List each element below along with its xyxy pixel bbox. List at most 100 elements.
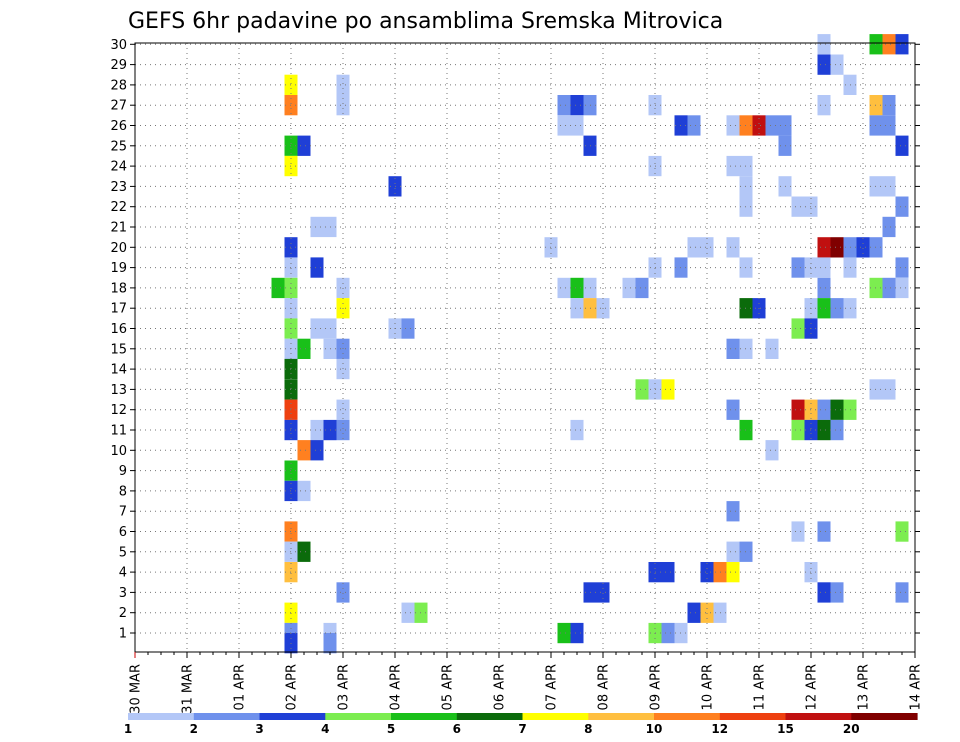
heatmap-cell (297, 135, 311, 156)
heatmap-cell (297, 338, 311, 359)
heatmap-cell (700, 562, 714, 583)
heatmap-cell (635, 277, 649, 299)
y-tick-label: 21 (110, 221, 127, 236)
heatmap-cell (336, 399, 350, 420)
y-tick-label: 8 (119, 484, 127, 499)
x-tick-label: 30 MAR (129, 664, 144, 714)
heatmap-cell (882, 115, 896, 136)
y-tick-label: 24 (110, 160, 127, 175)
heatmap-cell (817, 298, 831, 319)
heatmap-cell (622, 277, 636, 299)
heatmap-cell (336, 95, 350, 116)
heatmap-cell (817, 34, 831, 55)
heatmap-cell (817, 277, 831, 299)
heatmap-cell (817, 582, 831, 603)
heatmap-cell (895, 196, 909, 217)
y-tick-label: 9 (119, 464, 127, 479)
y-tick-label: 17 (110, 302, 127, 317)
heatmap-cell (336, 419, 350, 441)
heatmap-cell (895, 257, 909, 278)
heatmap-cell (661, 562, 675, 583)
y-tick-label: 30 (110, 38, 127, 53)
heatmap-cell (791, 419, 805, 441)
heatmap-cell (895, 34, 909, 55)
legend-label: 4 (321, 722, 329, 736)
y-tick-label: 2 (119, 606, 127, 621)
heatmap-cell (791, 521, 805, 542)
heatmap-cell (765, 440, 779, 461)
legend-color-swatch (719, 713, 787, 720)
heatmap-cell (726, 541, 740, 562)
heatmap-cell (687, 115, 701, 136)
heatmap-cell (726, 115, 740, 136)
heatmap-cell (726, 562, 740, 583)
heatmap-cell (895, 135, 909, 156)
heatmap-cell (726, 338, 740, 359)
heatmap-cell (817, 257, 831, 278)
heatmap-cell (297, 480, 311, 502)
heatmap-cell (895, 582, 909, 603)
grid-lines (135, 43, 915, 652)
heatmap-cell (570, 419, 584, 441)
legend-color-swatch (785, 713, 852, 720)
heatmap-cell (570, 115, 584, 136)
heatmap-cell (791, 399, 805, 420)
x-tick-label: 08 APR (597, 664, 612, 710)
heatmap-cell (310, 419, 324, 441)
legend-label: 3 (255, 722, 263, 736)
heatmap-cell (830, 54, 844, 75)
y-tick-label: 20 (110, 241, 127, 256)
y-tick-label: 1 (119, 627, 127, 642)
legend-label: 5 (387, 722, 395, 736)
legend-label: 8 (584, 722, 592, 736)
x-tick-label: 07 APR (545, 664, 560, 710)
heatmap-cell (570, 95, 584, 116)
legend-label: 2 (190, 722, 198, 736)
heatmap-cell (310, 216, 324, 238)
heatmap-cell (765, 338, 779, 359)
chart-title: GEFS 6hr padavine po ansamblima Sremska … (128, 9, 723, 34)
x-tick-label: 06 APR (493, 664, 508, 710)
heatmap-cell (635, 379, 649, 400)
heatmap-cell (687, 237, 701, 258)
heatmap-cell (830, 237, 844, 258)
color-legend: 1 2 3 4 5 6 7 8 10 12 15 20 (124, 713, 918, 736)
x-tick-label: 02 APR (285, 664, 300, 710)
heatmap-cell (297, 440, 311, 461)
y-tick-label: 18 (110, 281, 127, 296)
x-tick-label: 11 APR (753, 664, 768, 710)
heatmap-cell (557, 95, 571, 116)
y-axis: 1234567891011121314151617181920212223242… (110, 38, 920, 642)
x-tick-label: 01 APR (233, 664, 248, 710)
legend-label: 15 (777, 722, 794, 736)
heatmap-cell (700, 602, 714, 623)
heatmap-cell (817, 95, 831, 116)
heatmap-cell (817, 399, 831, 420)
heatmap-cell (817, 419, 831, 441)
heatmap-cell (570, 277, 584, 299)
heatmap-cell (882, 277, 896, 299)
y-tick-label: 25 (110, 139, 127, 154)
y-tick-label: 19 (110, 261, 127, 276)
heatmap-cell (310, 440, 324, 461)
y-tick-label: 22 (110, 200, 127, 215)
heatmap-cell (557, 277, 571, 299)
x-tick-label: 05 APR (441, 664, 456, 710)
heatmap-cell (557, 622, 571, 644)
heatmap-cell (336, 74, 350, 95)
y-tick-label: 16 (110, 322, 127, 337)
legend-color-swatch (128, 713, 195, 720)
heatmap-cell (895, 521, 909, 542)
heatmap-cell (830, 419, 844, 441)
heatmap-cell (830, 298, 844, 319)
heatmap-cell (817, 54, 831, 75)
x-axis: 30 MAR 31 MAR 01 APR 02 APR 03 APR 04 APR 05 A… (129, 652, 924, 714)
heatmap-cell (752, 115, 766, 136)
plot-frame (134, 42, 916, 653)
heatmap-cell (310, 257, 324, 278)
y-tick-label: 29 (110, 58, 127, 73)
heatmap-cell (882, 379, 896, 400)
y-tick-label: 11 (110, 424, 127, 439)
y-tick-label: 28 (110, 78, 127, 93)
heatmap-cells (271, 34, 909, 654)
